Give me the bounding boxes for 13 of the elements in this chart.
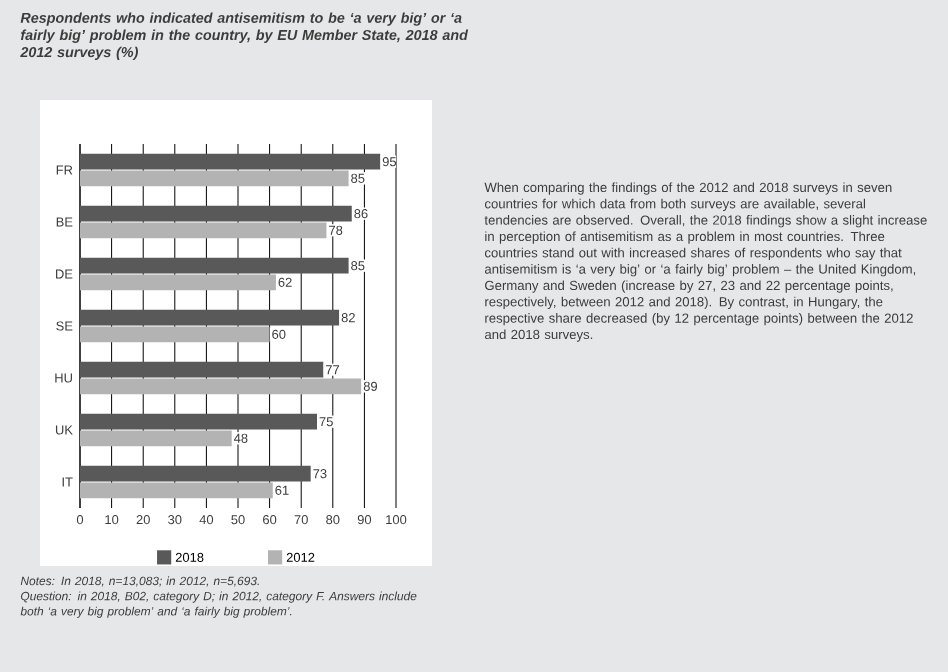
bar <box>80 309 340 326</box>
bar <box>80 413 317 430</box>
bar <box>80 153 381 170</box>
bar <box>80 430 232 447</box>
bar <box>80 465 311 482</box>
bar <box>80 482 273 499</box>
bar <box>80 205 352 222</box>
bar <box>80 326 270 343</box>
bar <box>80 257 349 274</box>
bar <box>80 274 276 291</box>
bar <box>80 378 362 395</box>
bar <box>80 222 327 239</box>
bar <box>80 170 349 187</box>
